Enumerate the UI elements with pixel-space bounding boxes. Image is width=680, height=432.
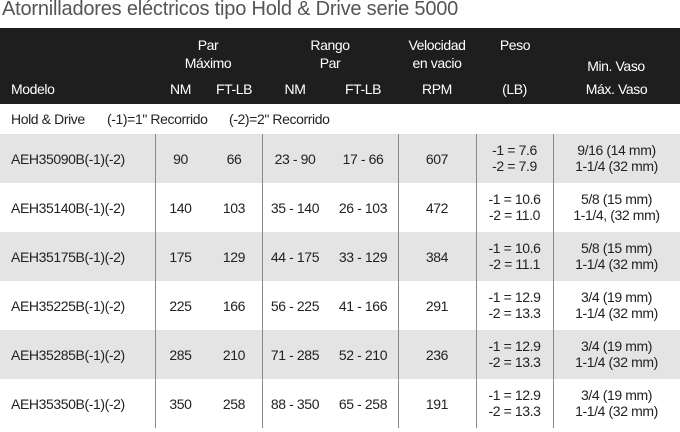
table-cell: -2 = 13.3 xyxy=(488,305,541,321)
column-divider xyxy=(262,134,263,428)
table-cell: -1 = 10.6 xyxy=(488,191,541,207)
table-row xyxy=(0,281,680,330)
header-label: Máx. Vaso xyxy=(585,81,648,97)
table-cell: 26 - 103 xyxy=(338,200,388,216)
table-cell: -1 = 12.9 xyxy=(488,338,541,354)
table-cell: 225 xyxy=(169,298,192,314)
table-cell: 258 xyxy=(222,396,246,412)
header-label: Par xyxy=(319,55,341,71)
table-cell: -2 = 7.9 xyxy=(492,158,537,174)
column-divider xyxy=(398,134,399,428)
table-cell: 3/4 (19 mm) xyxy=(580,387,653,403)
table-cell: 166 xyxy=(222,298,246,314)
header-label: FT-LB xyxy=(344,81,382,97)
subheader-label: (-1)=1" Recorrido xyxy=(107,111,208,127)
table-cell: 236 xyxy=(425,347,449,363)
table-cell: 607 xyxy=(425,151,449,167)
column-divider xyxy=(155,134,156,428)
table-cell: 129 xyxy=(222,249,246,265)
table-cell: AEH35140B(-1)(-2) xyxy=(11,200,125,216)
table-cell: 472 xyxy=(425,200,449,216)
table-cell: 3/4 (19 mm) xyxy=(580,338,653,354)
table-cell: 1-1/4 (32 mm) xyxy=(575,403,658,419)
table-cell: 35 - 140 xyxy=(270,200,320,216)
table-cell: 291 xyxy=(425,298,449,314)
subheader-label: (-2)=2" Recorrido xyxy=(229,111,330,127)
header-label: Rango xyxy=(310,37,350,53)
table-cell: -2 = 11.1 xyxy=(488,256,541,272)
table-cell: 1-1/4 (32 mm) xyxy=(575,158,658,174)
table-cell: 3/4 (19 mm) xyxy=(580,289,653,305)
table-row xyxy=(0,183,680,232)
table-cell: 1-1/4 (32 mm) xyxy=(575,256,658,272)
table-cell: 210 xyxy=(222,347,246,363)
table-header xyxy=(0,28,680,104)
table-cell: -2 = 13.3 xyxy=(488,354,541,370)
header-label: FT-LB xyxy=(215,81,253,97)
subheader-label: Hold & Drive xyxy=(11,111,85,127)
table-cell: 90 xyxy=(173,151,188,167)
header-label: NM xyxy=(170,81,191,97)
table-cell: AEH35225B(-1)(-2) xyxy=(11,298,125,314)
table-cell: 33 - 129 xyxy=(338,249,388,265)
header-label: Peso xyxy=(499,37,531,53)
table-cell: 17 - 66 xyxy=(342,151,384,167)
table-cell: -1 = 12.9 xyxy=(488,387,541,403)
header-label: en vacio xyxy=(412,55,462,71)
table-cell: 175 xyxy=(169,249,192,265)
table-cell: AEH35175B(-1)(-2) xyxy=(11,249,125,265)
table-cell: -1 = 10.6 xyxy=(488,240,541,256)
table-cell: -2 = 11.0 xyxy=(488,207,541,223)
header-label: RPM xyxy=(422,81,452,97)
table-cell: AEH35285B(-1)(-2) xyxy=(11,347,125,363)
header-label: Modelo xyxy=(11,81,55,97)
column-divider xyxy=(476,134,477,428)
table-cell: 140 xyxy=(169,200,192,216)
header-label: NM xyxy=(284,81,306,97)
header-label: Velocidad xyxy=(408,37,466,53)
header-label: Min. Vaso xyxy=(587,58,645,74)
table-row xyxy=(0,134,680,183)
table-cell: 285 xyxy=(169,347,192,363)
table-cell: 88 - 350 xyxy=(270,396,320,412)
table-cell: 23 - 90 xyxy=(274,151,316,167)
column-divider xyxy=(553,134,554,428)
table-cell: 5/8 (15 mm) xyxy=(580,240,653,256)
table-cell: 1-1/4, (32 mm) xyxy=(573,207,660,223)
table-cell: 1-1/4 (32 mm) xyxy=(575,305,658,321)
header-label: Máximo xyxy=(184,55,232,71)
table-cell: -1 = 12.9 xyxy=(488,289,541,305)
table-cell: 66 xyxy=(226,151,242,167)
table-row xyxy=(0,379,680,428)
table-cell: 384 xyxy=(425,249,449,265)
table-cell: 191 xyxy=(425,396,449,412)
table-cell: 56 - 225 xyxy=(270,298,320,314)
table-cell: 350 xyxy=(169,396,192,412)
table-row xyxy=(0,232,680,281)
table-cell: 5/8 (15 mm) xyxy=(580,191,653,207)
table-cell: AEH35090B(-1)(-2) xyxy=(11,151,125,167)
header-label: Par xyxy=(197,37,219,53)
table-cell: 103 xyxy=(222,200,246,216)
table-cell: 52 - 210 xyxy=(338,347,388,363)
table-cell: 71 - 285 xyxy=(270,347,320,363)
table-row xyxy=(0,330,680,379)
header-label: (LB) xyxy=(502,81,527,97)
table-cell: 1-1/4 (32 mm) xyxy=(575,354,658,370)
table-cell: 41 - 166 xyxy=(338,298,388,314)
table-cell: -2 = 13.3 xyxy=(488,403,541,419)
table-cell: 65 - 258 xyxy=(338,396,388,412)
title: Atornilladores eléctricos tipo Hold & Dr… xyxy=(2,0,459,20)
table-cell: AEH35350B(-1)(-2) xyxy=(11,396,125,412)
table-cell: 44 - 175 xyxy=(270,249,320,265)
table-cell: -1 = 7.6 xyxy=(492,142,537,158)
table-cell: 9/16 (14 mm) xyxy=(577,142,656,158)
